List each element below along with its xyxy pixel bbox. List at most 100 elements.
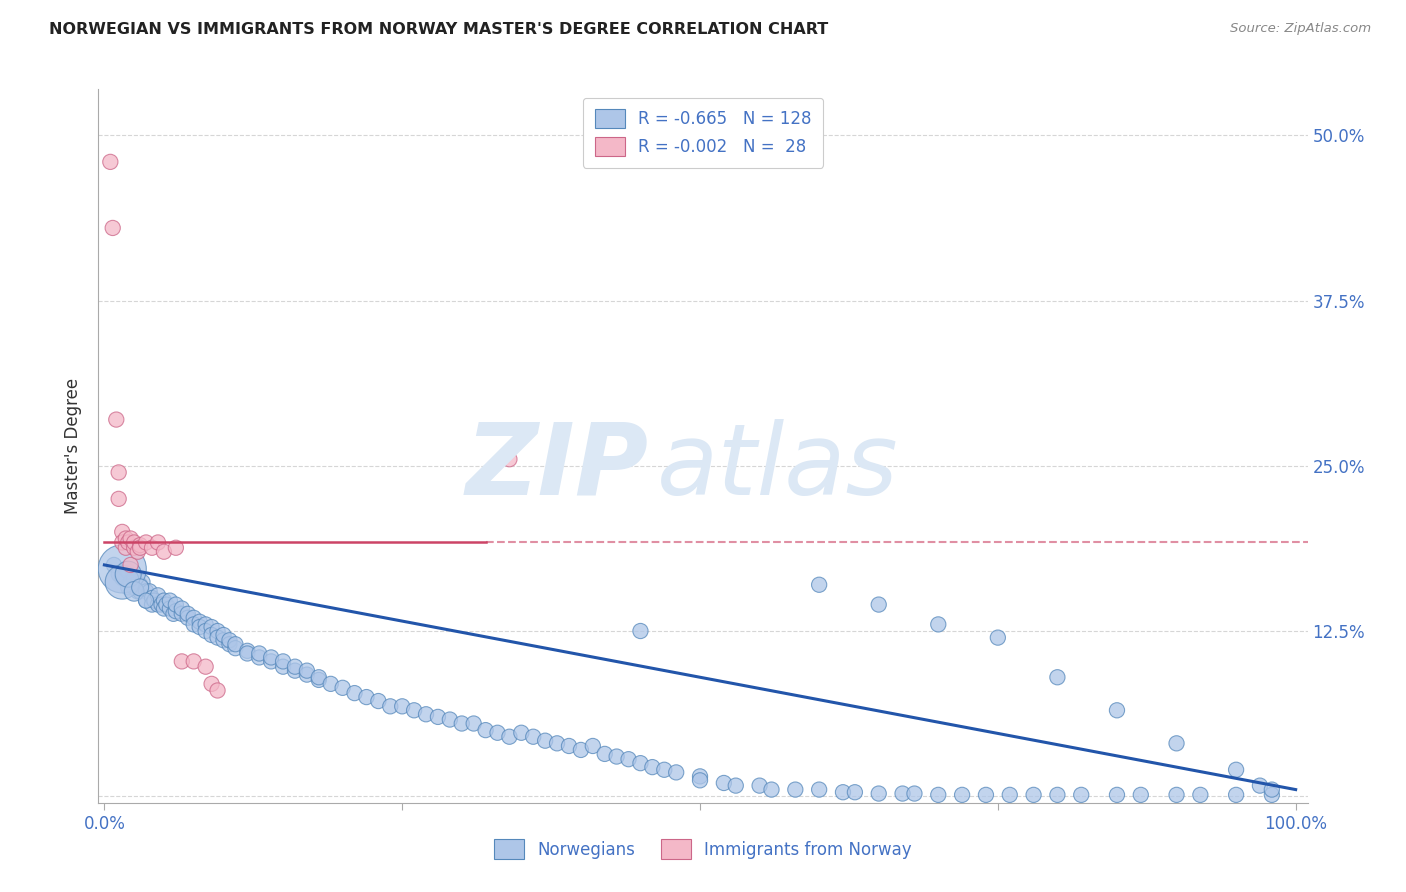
Point <box>319 677 342 691</box>
Point <box>1261 788 1284 802</box>
Point <box>247 647 270 661</box>
Point <box>101 221 124 235</box>
Point <box>218 633 240 648</box>
Point <box>129 584 152 599</box>
Point <box>188 615 211 629</box>
Point <box>343 686 366 700</box>
Point <box>120 558 142 572</box>
Point <box>630 756 652 771</box>
Point <box>224 637 246 651</box>
Point <box>135 593 157 607</box>
Point <box>569 743 592 757</box>
Y-axis label: Master's Degree: Master's Degree <box>65 378 83 514</box>
Point <box>170 654 193 668</box>
Point <box>295 664 318 678</box>
Point <box>194 624 217 638</box>
Point <box>122 535 145 549</box>
Point <box>194 617 217 632</box>
Point <box>474 723 496 738</box>
Point <box>107 466 129 480</box>
Point <box>131 575 153 590</box>
Point <box>271 654 294 668</box>
Point <box>1129 788 1152 802</box>
Point <box>903 787 925 801</box>
Point <box>689 769 711 783</box>
Point <box>141 598 163 612</box>
Point <box>415 707 437 722</box>
Point <box>114 541 136 555</box>
Point <box>146 535 169 549</box>
Point <box>129 538 152 552</box>
Point <box>143 593 166 607</box>
Point <box>224 641 246 656</box>
Point <box>150 598 173 612</box>
Point <box>332 681 354 695</box>
Point <box>120 532 142 546</box>
Point <box>295 667 318 681</box>
Point <box>785 782 807 797</box>
Point <box>129 581 152 595</box>
Point <box>724 779 747 793</box>
Point <box>98 154 121 169</box>
Point <box>534 733 557 747</box>
Point <box>891 787 914 801</box>
Point <box>1022 788 1045 802</box>
Point <box>200 620 222 634</box>
Point <box>641 760 664 774</box>
Point <box>748 779 770 793</box>
Point <box>146 598 169 612</box>
Point <box>200 677 222 691</box>
Point <box>155 598 177 612</box>
Point <box>117 535 139 549</box>
Point <box>689 773 711 788</box>
Point <box>111 575 134 590</box>
Legend: Norwegians, Immigrants from Norway: Norwegians, Immigrants from Norway <box>482 828 924 871</box>
Point <box>974 788 997 802</box>
Point <box>159 593 181 607</box>
Point <box>380 699 402 714</box>
Point <box>127 545 149 559</box>
Point <box>308 673 330 687</box>
Point <box>367 694 389 708</box>
Point <box>111 571 134 585</box>
Point <box>617 752 640 766</box>
Point <box>183 617 205 632</box>
Point <box>165 541 187 555</box>
Point <box>114 532 136 546</box>
Point <box>236 647 259 661</box>
Point <box>129 578 152 592</box>
Point <box>558 739 581 753</box>
Point <box>808 782 831 797</box>
Point <box>135 593 157 607</box>
Point <box>200 628 222 642</box>
Point <box>218 637 240 651</box>
Point <box>111 562 134 576</box>
Point <box>1105 788 1128 802</box>
Point <box>162 607 184 621</box>
Point <box>498 452 520 467</box>
Point <box>114 562 136 576</box>
Point <box>1046 670 1069 684</box>
Point <box>463 716 485 731</box>
Point <box>593 747 616 761</box>
Point <box>165 598 187 612</box>
Point <box>122 571 145 585</box>
Point <box>207 683 229 698</box>
Point <box>950 788 973 802</box>
Point <box>1166 736 1188 750</box>
Point <box>761 782 783 797</box>
Legend: R = -0.665   N = 128, R = -0.002   N =  28: R = -0.665 N = 128, R = -0.002 N = 28 <box>583 97 823 168</box>
Point <box>146 588 169 602</box>
Point <box>1249 779 1271 793</box>
Point <box>103 558 125 572</box>
Point <box>450 716 472 731</box>
Point <box>1105 703 1128 717</box>
Point <box>117 565 139 579</box>
Point <box>207 631 229 645</box>
Point <box>1225 763 1247 777</box>
Point <box>260 650 283 665</box>
Point <box>153 545 176 559</box>
Point <box>236 644 259 658</box>
Point <box>868 598 890 612</box>
Text: Source: ZipAtlas.com: Source: ZipAtlas.com <box>1230 22 1371 36</box>
